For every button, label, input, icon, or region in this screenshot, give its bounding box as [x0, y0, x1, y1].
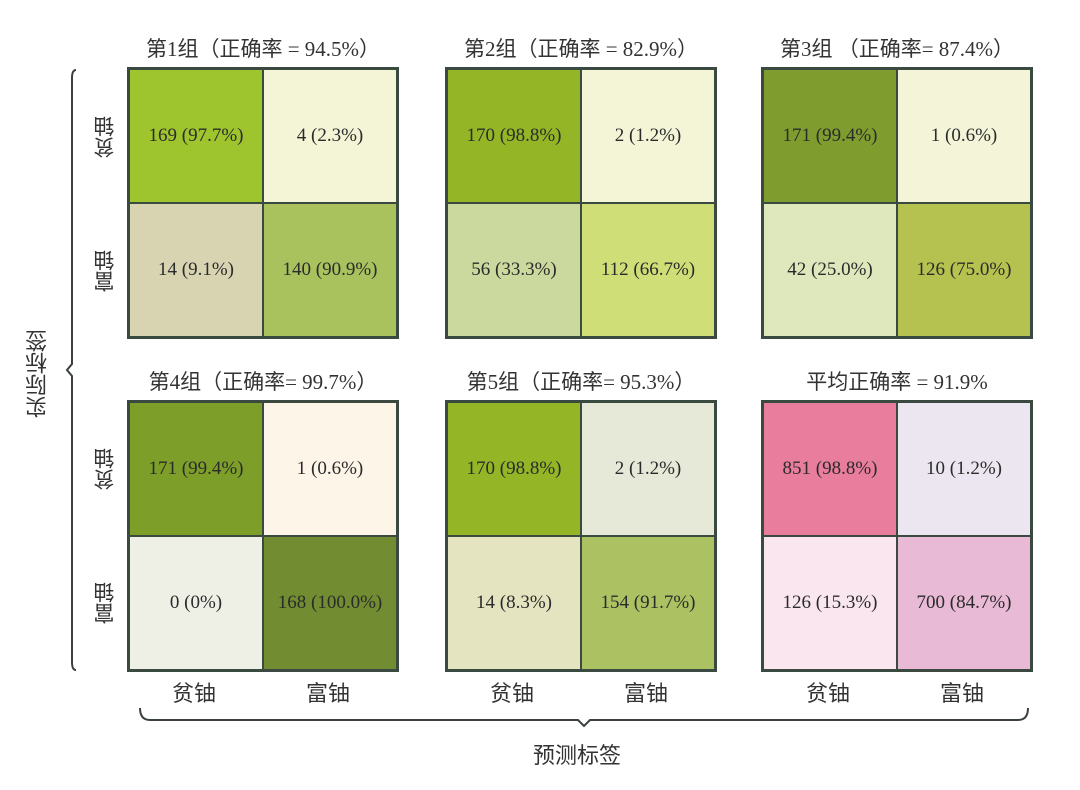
col-label-enriched-1: 富铀 [305, 681, 350, 706]
cell-tn: 112 (66.7%) [581, 203, 715, 337]
cell-tp: 170 (98.8%) [447, 69, 581, 203]
col-label-enriched-3: 富铀 [939, 681, 984, 706]
cell-fn: 10 (1.2%) [897, 402, 1031, 536]
cell-tn: 154 (91.7%) [581, 536, 715, 670]
row-label-enriched-top: 富铀 [93, 250, 117, 292]
matrix-grid: 170 (98.8%) 2 (1.2%) 56 (33.3%) 112 (66.… [445, 67, 717, 339]
panel-title: 平均正确率 = 91.9% [806, 370, 988, 394]
col-label-depleted-2: 贫铀 [489, 681, 534, 706]
cell-tn: 126 (75.0%) [897, 203, 1031, 337]
panel-title: 第5组（正确率= 95.3%） [466, 370, 696, 394]
cell-tn: 700 (84.7%) [897, 536, 1031, 670]
cell-fn: 2 (1.2%) [581, 69, 715, 203]
matrix-grid: 169 (97.7%) 4 (2.3%) 14 (9.1%) 140 (90.9… [127, 67, 399, 339]
x-axis-brace [139, 707, 1029, 728]
row-label-enriched-bottom: 富铀 [93, 582, 117, 624]
matrix-grid: 170 (98.8%) 2 (1.2%) 14 (8.3%) 154 (91.7… [445, 400, 717, 672]
cell-fp: 14 (8.3%) [447, 536, 581, 670]
matrix-grid: 171 (99.4%) 1 (0.6%) 42 (25.0%) 126 (75.… [761, 67, 1033, 339]
cell-tn: 140 (90.9%) [263, 203, 397, 337]
panel-title: 第1组（正确率 = 94.5%） [145, 37, 381, 61]
cell-fp: 126 (15.3%) [763, 536, 897, 670]
col-label-enriched-2: 富铀 [623, 681, 668, 706]
matrix-grid: 851 (98.8%) 10 (1.2%) 126 (15.3%) 700 (8… [761, 400, 1033, 672]
panel-title: 第4组（正确率= 99.7%） [148, 370, 378, 394]
cell-fn: 2 (1.2%) [581, 402, 715, 536]
cell-fn: 1 (0.6%) [897, 69, 1031, 203]
x-axis-title: 预测标签 [533, 743, 622, 768]
col-label-depleted-1: 贫铀 [171, 681, 216, 706]
panel-title: 第3组 （正确率= 87.4%） [779, 37, 1015, 61]
col-label-depleted-3: 贫铀 [805, 681, 850, 706]
panel-title: 第2组（正确率 = 82.9%） [463, 37, 699, 61]
cell-fn: 1 (0.6%) [263, 402, 397, 536]
row-label-depleted-top: 贫铀 [93, 116, 117, 158]
cell-tp: 170 (98.8%) [447, 402, 581, 536]
y-axis-title: 实际标签 [25, 330, 50, 418]
cell-fp: 14 (9.1%) [129, 203, 263, 337]
cell-fp: 42 (25.0%) [763, 203, 897, 337]
cell-fp: 0 (0%) [129, 536, 263, 670]
cell-tp: 169 (97.7%) [129, 69, 263, 203]
cell-tp: 171 (99.4%) [763, 69, 897, 203]
y-axis-brace [65, 69, 77, 671]
matrix-grid: 171 (99.4%) 1 (0.6%) 0 (0%) 168 (100.0%) [127, 400, 399, 672]
cell-tp: 171 (99.4%) [129, 402, 263, 536]
cell-tn: 168 (100.0%) [263, 536, 397, 670]
cell-tp: 851 (98.8%) [763, 402, 897, 536]
cell-fn: 4 (2.3%) [263, 69, 397, 203]
cell-fp: 56 (33.3%) [447, 203, 581, 337]
row-label-depleted-bottom: 贫铀 [93, 448, 117, 490]
